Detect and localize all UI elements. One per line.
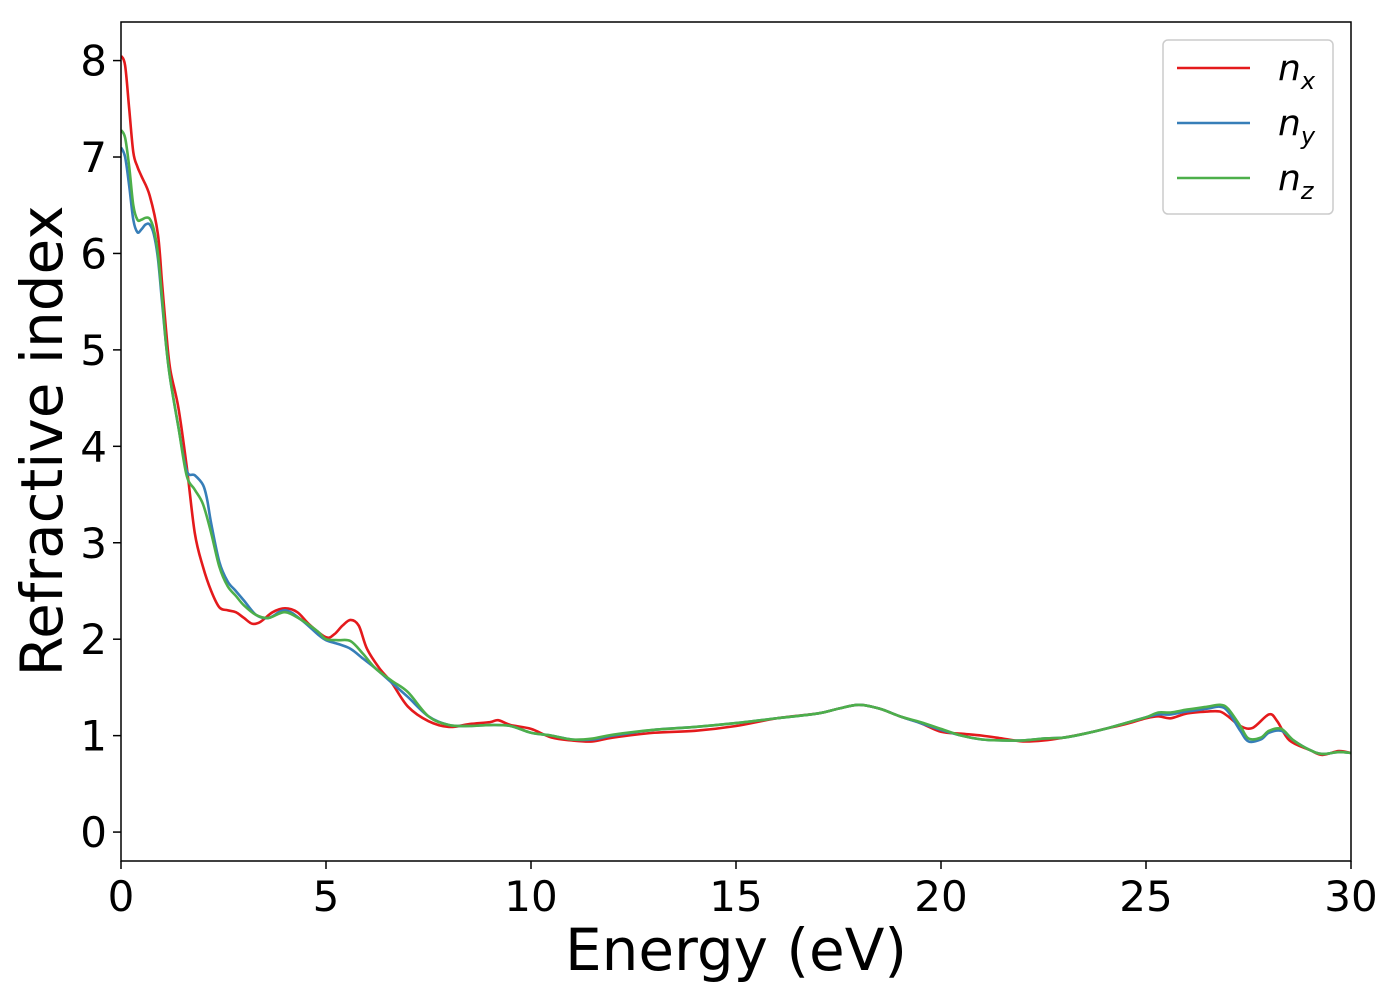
- y-tick-label: 7: [80, 133, 107, 182]
- y-axis-title: Refractive index: [8, 205, 76, 676]
- y-tick-label: 3: [80, 519, 107, 568]
- x-tick-label: 0: [108, 872, 135, 921]
- y-tick-label: 1: [80, 712, 107, 761]
- y-tick-label: 0: [80, 808, 107, 857]
- series-line-nx: [121, 55, 1351, 757]
- y-tick-label: 8: [80, 37, 107, 86]
- legend-box: [1162, 39, 1334, 215]
- x-tick-label: 20: [914, 872, 967, 921]
- x-tick-label: 15: [709, 872, 762, 921]
- x-axis-title: Energy (eV): [565, 916, 907, 984]
- y-tick-label: 5: [80, 326, 107, 375]
- y-tick-label: 4: [80, 422, 107, 471]
- y-tick-label: 2: [80, 615, 107, 664]
- plot-lines: [121, 55, 1351, 757]
- y-tick-label: 6: [80, 229, 107, 278]
- x-tick-label: 10: [504, 872, 557, 921]
- y-axis-ticks: 0 1 2 3 4 5 6 7 8: [80, 37, 121, 857]
- x-axis-ticks: 0 5 10 15 20 25 30: [108, 861, 1378, 921]
- x-tick-label: 5: [313, 872, 340, 921]
- series-line-ny: [121, 146, 1351, 756]
- x-tick-label: 30: [1324, 872, 1377, 921]
- x-tick-label: 25: [1119, 872, 1172, 921]
- series-line-nz: [121, 129, 1351, 756]
